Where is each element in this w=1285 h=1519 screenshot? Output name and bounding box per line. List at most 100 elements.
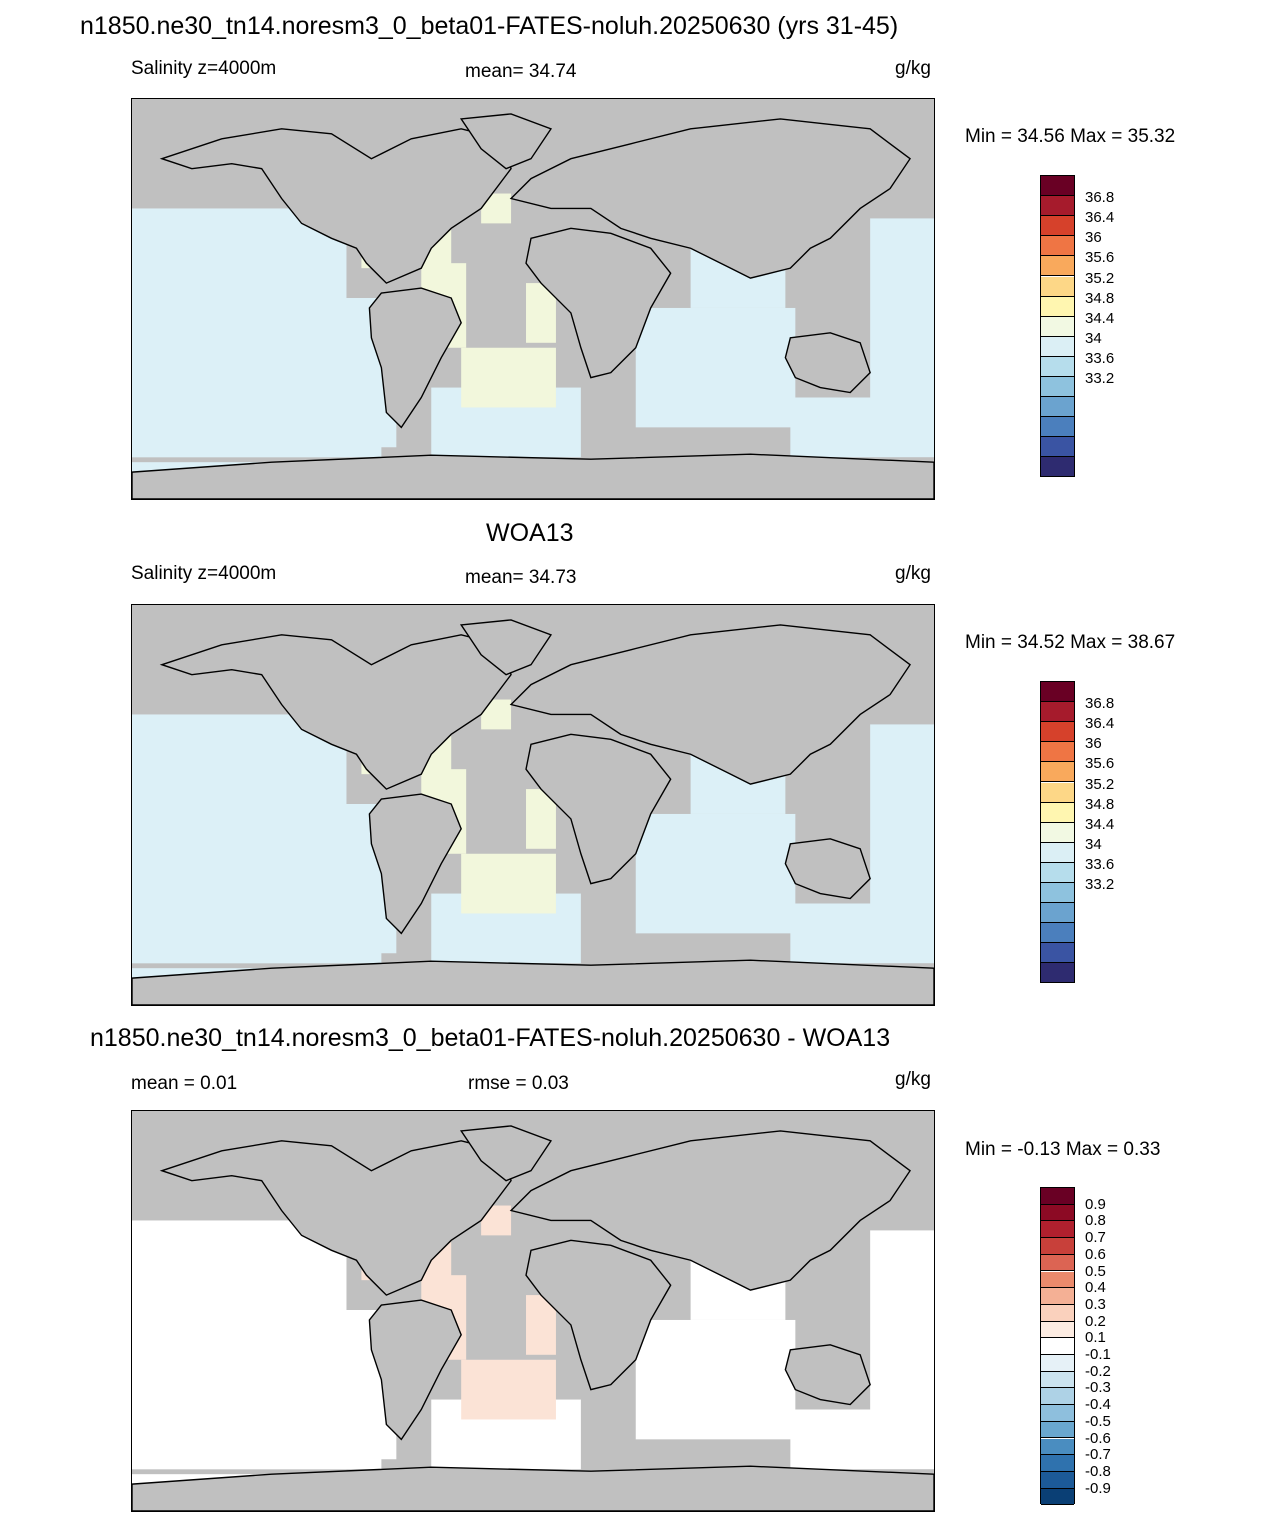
coastline	[132, 1465, 934, 1511]
coastline	[784, 1344, 871, 1406]
coastline	[784, 332, 871, 394]
colorbar-tick-label: 36.8	[1085, 695, 1115, 713]
colorbar-swatch	[1041, 1288, 1074, 1305]
colorbar-tick-label: 36	[1085, 229, 1102, 247]
colorbar-swatch	[1041, 842, 1074, 863]
colorbar-swatch	[1041, 437, 1074, 458]
ocean-field	[790, 397, 934, 458]
ocean-field	[635, 307, 796, 428]
colorbar-swatch	[1041, 1488, 1074, 1506]
colorbar-tick-label: 0.5	[1085, 1262, 1106, 1280]
colorbar-tick-label: 33.2	[1085, 876, 1115, 893]
colorbar-swatch	[1041, 1438, 1074, 1456]
colorbar-swatch	[1041, 377, 1074, 398]
left-label: Salinity z=4000m	[131, 563, 277, 584]
colorbar-swatch	[1041, 822, 1074, 843]
colorbar-swatch	[1041, 216, 1074, 237]
colorbar-swatch	[1041, 1254, 1074, 1272]
colorbar-swatch	[1041, 943, 1074, 964]
colorbar-tick-label: -0.7	[1085, 1446, 1111, 1464]
min-max-label: Min = 34.56 Max = 35.32	[965, 126, 1176, 147]
difference-map	[131, 1110, 935, 1512]
colorbar-tick-label: 0.2	[1085, 1312, 1106, 1330]
colorbar-tick-label: 0.6	[1085, 1245, 1106, 1263]
ocean-field	[790, 1409, 934, 1470]
colorbar-swatch	[1041, 236, 1074, 257]
atlantic-field	[461, 853, 556, 914]
colorbar-tick-label: 33.2	[1085, 370, 1115, 387]
min-max-label: Min = 34.52 Max = 38.67	[965, 632, 1176, 653]
colorbar-swatch	[1041, 1455, 1074, 1472]
colorbar-swatch	[1041, 256, 1074, 277]
salinity-map	[131, 604, 935, 1006]
mean-label: mean= 34.74	[465, 61, 577, 82]
ocean-field	[870, 218, 934, 408]
colorbar-tick-label: 36	[1085, 735, 1102, 753]
colorbar-swatch	[1041, 196, 1074, 217]
colorbar-tick-label: 0.7	[1085, 1229, 1106, 1247]
colorbar-boxes	[1040, 175, 1075, 478]
colorbar-tick-label: 33.6	[1085, 855, 1115, 873]
colorbar-tick-label: 34	[1085, 835, 1102, 853]
colorbar-tick-label: 35.6	[1085, 249, 1115, 267]
min-max-label: Min = -0.13 Max = 0.33	[965, 1139, 1161, 1160]
coastline	[509, 118, 912, 279]
colorbar-tick-label: 0.1	[1085, 1329, 1106, 1347]
colorbar-tick-label: -0.2	[1085, 1362, 1111, 1380]
colorbar-tick-label: 0.9	[1085, 1195, 1106, 1213]
colorbar-tick-label: 36.4	[1085, 209, 1115, 227]
colorbar-swatch	[1041, 397, 1074, 418]
colorbar-tick-label: 34.8	[1085, 289, 1115, 307]
colorbar-boxes	[1040, 681, 1075, 984]
colorbar-swatch	[1041, 762, 1074, 783]
colorbar-tick-label: 33.6	[1085, 349, 1115, 367]
colorbar-swatch	[1041, 336, 1074, 357]
colorbar-swatch	[1041, 1471, 1074, 1489]
colorbar-swatch	[1041, 1238, 1074, 1255]
colorbar-swatch	[1041, 417, 1074, 438]
colorbar-swatch	[1041, 1271, 1074, 1289]
mean-label: mean = 0.01	[131, 1073, 238, 1094]
coastline	[368, 287, 462, 429]
colorbar-swatch	[1041, 742, 1074, 763]
colorbar-swatch	[1041, 682, 1074, 703]
colorbar-tick-label: -0.3	[1085, 1379, 1111, 1397]
ocean-field	[870, 1230, 934, 1420]
mean-label: mean= 34.73	[465, 567, 577, 588]
ocean-field	[870, 724, 934, 914]
colorbar-tick-label: -0.9	[1085, 1479, 1111, 1497]
colorbar-swatch	[1041, 356, 1074, 377]
colorbar-swatch	[1041, 316, 1074, 337]
coastline	[159, 634, 512, 790]
colorbar-tick-label: 0.3	[1085, 1295, 1106, 1313]
coastline	[159, 128, 512, 284]
coastline	[459, 113, 553, 170]
coastline	[509, 1130, 912, 1291]
colorbar-swatch	[1041, 1338, 1074, 1355]
ocean-field	[132, 347, 382, 458]
colorbar-tick-label: 35.6	[1085, 755, 1115, 773]
colorbar-swatch	[1041, 1221, 1074, 1239]
ocean-field	[132, 1359, 382, 1470]
colorbar-swatch	[1041, 923, 1074, 944]
colorbar-tick-label: 0.4	[1085, 1279, 1106, 1297]
ocean-field	[635, 813, 796, 934]
figure-title: n1850.ne30_tn14.noresm3_0_beta01-FATES-n…	[80, 12, 899, 40]
colorbar-tick-label: 34.4	[1085, 309, 1115, 327]
colorbar-tick-label: 0.8	[1085, 1212, 1106, 1230]
panel-header: n1850.ne30_tn14.noresm3_0_beta01-FATES-n…	[90, 1024, 891, 1052]
coastline	[459, 619, 553, 676]
panel-header: WOA13	[486, 519, 574, 547]
coastline	[525, 733, 672, 885]
colorbar-swatch	[1041, 1421, 1074, 1439]
colorbar-tick-label: 36.4	[1085, 715, 1115, 733]
colorbar-swatch	[1041, 963, 1074, 984]
rmse-label: rmse = 0.03	[468, 1073, 569, 1094]
colorbar-swatch	[1041, 903, 1074, 924]
coastline	[132, 959, 934, 1005]
colorbar-swatch	[1041, 1188, 1074, 1205]
colorbar-swatch	[1041, 1304, 1074, 1322]
colorbar-tick-label: -0.5	[1085, 1412, 1111, 1430]
colorbar-swatch	[1041, 1371, 1074, 1389]
coastline	[368, 793, 462, 935]
